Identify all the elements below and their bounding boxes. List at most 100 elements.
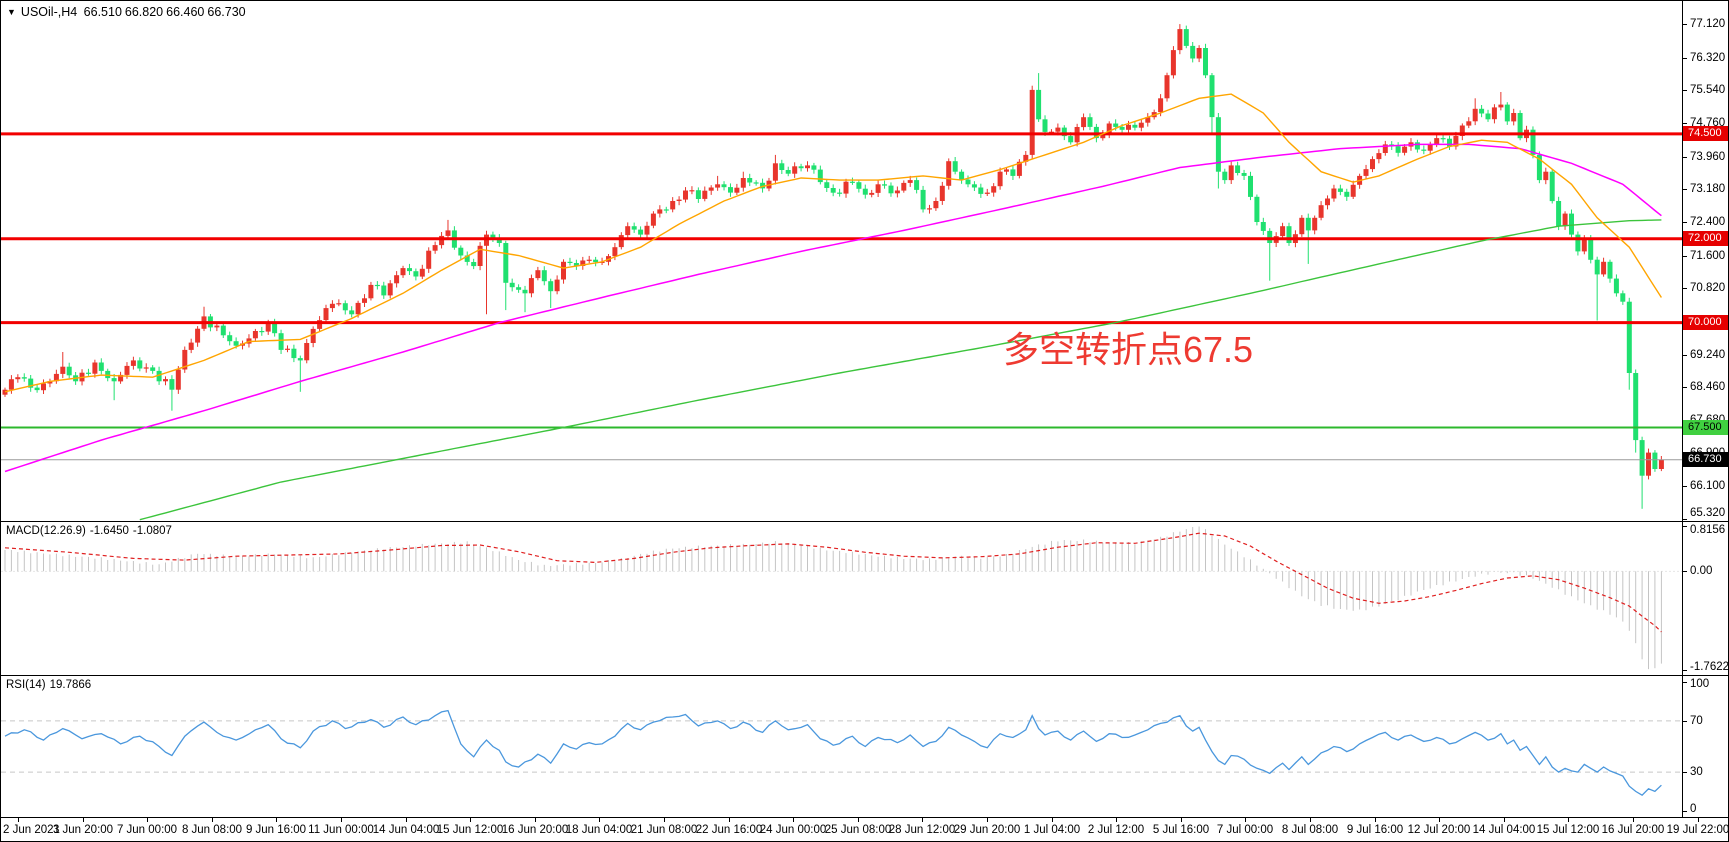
axis-tick-label: 71.600 — [1690, 249, 1726, 262]
time-tick-mark — [1439, 818, 1440, 822]
time-axis-label: 9 Jul 16:00 — [1346, 824, 1404, 836]
price-badge-67.500: 67.500 — [1683, 419, 1728, 435]
axis-tick-label: 0 — [1690, 803, 1697, 815]
time-tick-mark — [1633, 818, 1634, 822]
axis-tick-mark — [1683, 189, 1687, 190]
symbol-info: ▼ USOil-,H4 66.510 66.820 66.460 66.730 — [7, 5, 249, 19]
time-tick-mark — [1568, 818, 1569, 822]
time-axis[interactable]: 2 Jun 2021 3 Jun 20:00 7 Jun 00:00 8 Jun 08… — [1, 818, 1729, 841]
time-tick-mark — [1375, 818, 1376, 822]
axis-tick-label: 70.820 — [1690, 282, 1726, 295]
time-axis-label: 29 Jun 20:00 — [953, 824, 1021, 836]
axis-tick-mark — [1683, 387, 1687, 388]
time-axis-label: 24 Jun 00:00 — [759, 824, 827, 836]
time-axis-label: 7 Jul 00:00 — [1216, 824, 1274, 836]
time-axis-label: 2 Jul 12:00 — [1087, 824, 1145, 836]
time-tick-mark — [341, 818, 342, 822]
axis-tick-mark — [1683, 90, 1687, 91]
candlestick-chart[interactable] — [1, 1, 1682, 521]
axis-tick-mark — [1683, 157, 1687, 158]
time-axis-label: 18 Jun 04:00 — [565, 824, 633, 836]
price-badge-66.730: 66.730 — [1683, 452, 1728, 468]
axis-tick-label: 76.320 — [1690, 51, 1726, 64]
ohlc-close: 66.730 — [207, 5, 246, 19]
price-badge-74.500: 74.500 — [1683, 126, 1728, 142]
rsi-chart[interactable] — [1, 676, 1682, 817]
axis-tick-mark — [1683, 721, 1687, 722]
axis-tick-label: 74.760 — [1690, 117, 1726, 130]
symbol-period-label: USOil-,H4 — [20, 5, 78, 19]
time-tick-mark — [664, 818, 665, 822]
price-badge-72.000: 72.000 — [1683, 231, 1728, 247]
axis-tick-mark — [1683, 58, 1687, 59]
time-tick-mark — [599, 818, 600, 822]
axis-tick-mark — [1683, 256, 1687, 257]
time-tick-mark — [1504, 818, 1505, 822]
time-tick-mark — [858, 818, 859, 822]
axis-tick-label: -1.7622 — [1690, 661, 1728, 673]
axis-tick-mark — [1683, 772, 1687, 773]
time-axis-label: 3 Jun 20:00 — [52, 824, 114, 836]
rsi-pane[interactable]: RSI(14) 19.7866 — [1, 676, 1682, 818]
time-axis-label: 12 Jul 20:00 — [1407, 824, 1471, 836]
rsi-label: RSI(14) 19.7866 — [6, 679, 95, 691]
time-tick-mark — [1310, 818, 1311, 822]
axis-tick-label: 100 — [1690, 678, 1710, 690]
time-axis-label: 16 Jun 20:00 — [501, 824, 569, 836]
axis-tick-label: 65.320 — [1690, 507, 1726, 519]
macd-pane[interactable]: MACD(12.26.9) -1.6450 -1.0807 — [1, 522, 1682, 676]
axis-tick-label: 66.100 — [1690, 480, 1726, 493]
axis-tick-label: 0.8156 — [1690, 524, 1726, 536]
time-axis-label: 14 Jun 04:00 — [372, 824, 440, 836]
rsi-value: 19.7866 — [49, 679, 92, 691]
time-axis-label: 14 Jul 04:00 — [1472, 824, 1536, 836]
time-axis-label: 16 Jul 20:00 — [1601, 824, 1665, 836]
time-tick-mark — [83, 818, 84, 822]
axis-tick-mark — [1683, 355, 1687, 356]
time-axis-label: 11 Jun 00:00 — [308, 824, 374, 836]
time-axis-label: 7 Jun 00:00 — [116, 824, 178, 836]
axis-tick-mark — [1683, 486, 1687, 487]
axis-tick-label: 72.400 — [1690, 216, 1726, 228]
price-axis[interactable]: 77.120 76.320 75.540 74.760 73.960 73.180 72.4… — [1682, 1, 1728, 522]
time-axis-label: 8 Jun 08:00 — [181, 824, 243, 836]
axis-tick-mark — [1683, 519, 1687, 520]
annotation-text[interactable]: 多空转折点67.5 — [1003, 329, 1254, 370]
macd-value-main: -1.6450 — [89, 525, 129, 537]
rsi-axis[interactable]: 100 70 30 0 — [1682, 676, 1728, 818]
axis-tick-label: 75.540 — [1690, 84, 1726, 97]
macd-value-signal: -1.0807 — [132, 525, 172, 537]
time-tick-mark — [729, 818, 730, 822]
time-tick-mark — [212, 818, 213, 822]
macd-label: MACD(12.26.9) -1.6450 -1.0807 — [6, 525, 176, 537]
symbol-dropdown-icon[interactable]: ▼ — [7, 7, 16, 17]
macd-name: MACD(12.26.9) — [6, 525, 86, 537]
time-axis-label: 28 Jun 12:00 — [888, 824, 956, 836]
axis-tick-mark — [1683, 222, 1687, 223]
time-axis-label: 1 Jul 04:00 — [1023, 824, 1081, 836]
main-price-pane[interactable]: ▼ USOil-,H4 66.510 66.820 66.460 66.730 多空转折… — [1, 1, 1682, 522]
time-axis-label: 9 Jun 16:00 — [245, 824, 307, 836]
time-axis-label: 25 Jun 08:00 — [824, 824, 892, 836]
time-tick-mark — [406, 818, 407, 822]
time-axis-label: 15 Jun 12:00 — [436, 824, 504, 836]
time-tick-mark — [535, 818, 536, 822]
axis-tick-label: 30 — [1690, 766, 1703, 779]
time-tick-mark — [922, 818, 923, 822]
time-tick-mark — [276, 818, 277, 822]
axis-tick-label: 69.240 — [1690, 348, 1726, 361]
macd-axis[interactable]: 0.8156 0.00 -1.7622 — [1682, 522, 1728, 676]
time-axis-label: 21 Jun 08:00 — [630, 824, 698, 836]
time-axis-label: 15 Jul 12:00 — [1536, 824, 1600, 836]
time-tick-mark — [18, 818, 19, 822]
time-tick-mark — [1245, 818, 1246, 822]
rsi-name: RSI(14) — [6, 679, 46, 691]
axis-tick-mark — [1683, 571, 1687, 572]
time-tick-mark — [1181, 818, 1182, 822]
axis-tick-mark — [1683, 526, 1687, 527]
time-tick-mark — [1698, 818, 1699, 822]
time-axis-label: 8 Jul 08:00 — [1281, 824, 1339, 836]
macd-chart[interactable] — [1, 522, 1682, 675]
ohlc-high: 66.820 — [124, 5, 164, 19]
